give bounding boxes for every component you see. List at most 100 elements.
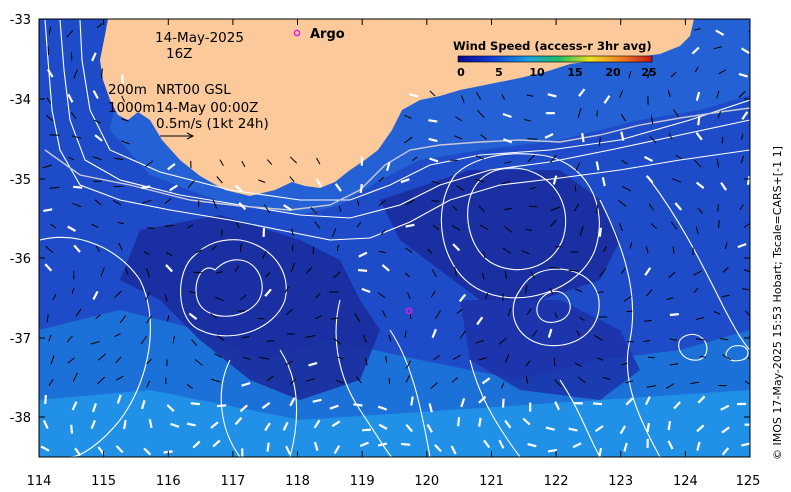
argo-legend-marker <box>293 29 301 37</box>
x-tick-label: 117 <box>220 474 245 489</box>
current-arrow <box>329 404 339 410</box>
current-arrow <box>66 30 74 38</box>
current-arrow <box>737 242 747 249</box>
y-axis-labels: -33 -34 -35 -36 -37 -38 <box>10 13 31 426</box>
current-arrow <box>259 356 270 360</box>
current-arrow <box>668 133 673 140</box>
current-arrow <box>216 176 223 184</box>
current-arrow <box>525 375 528 384</box>
current-arrow <box>90 419 96 430</box>
current-arrow <box>113 199 122 206</box>
current-arrow <box>145 292 150 301</box>
current-arrow <box>46 314 49 323</box>
current-arrow <box>697 395 706 404</box>
current-arrow <box>338 205 342 212</box>
contour-eddy-west-outer <box>180 239 287 337</box>
current-arrow <box>451 377 459 383</box>
current-arrow <box>693 270 703 276</box>
current-arrow <box>40 445 50 452</box>
contour-line <box>649 179 750 351</box>
current-arrow <box>377 442 388 447</box>
current-arrow <box>456 308 463 314</box>
current-arrow <box>741 442 750 447</box>
current-arrow <box>738 90 746 98</box>
credit-text: © IMOS 17-May-2025 15:53 Hobart; Tscale=… <box>771 146 784 460</box>
current-arrow <box>603 246 607 253</box>
current-arrow <box>75 308 82 317</box>
argo-label: Argo <box>310 27 345 42</box>
current-arrow <box>331 420 341 428</box>
current-arrow <box>429 157 439 163</box>
current-arrow <box>578 376 586 384</box>
current-arrow <box>286 309 293 315</box>
current-arrow <box>720 404 730 411</box>
current-arrow <box>117 221 124 225</box>
current-arrow <box>697 116 701 126</box>
current-arrow <box>428 403 433 413</box>
contour-line <box>39 236 151 457</box>
southern-light-water <box>39 390 750 457</box>
current-arrow <box>313 441 319 452</box>
y-tick-label: -35 <box>10 173 31 188</box>
current-arrow <box>121 95 126 103</box>
current-arrow <box>215 271 224 274</box>
current-arrow <box>264 422 271 432</box>
current-arrow <box>530 271 536 279</box>
current-arrow <box>239 404 248 413</box>
current-arrow <box>73 69 78 79</box>
hour-label: 16Z <box>166 46 192 62</box>
current-arrow <box>460 95 465 103</box>
current-arrow <box>353 403 363 407</box>
current-arrow <box>699 356 706 358</box>
current-arrow <box>454 266 457 277</box>
current-arrow <box>68 156 75 161</box>
current-arrow <box>310 207 317 214</box>
current-arrow <box>554 379 562 388</box>
contour-eddy-small-outer <box>512 268 600 347</box>
current-arrow <box>649 136 657 144</box>
current-arrow <box>693 287 699 294</box>
current-arrow <box>121 74 124 84</box>
current-arrow <box>305 335 316 338</box>
current-arrow <box>481 377 491 385</box>
current-arrow <box>594 334 603 341</box>
current-arrow <box>172 335 175 344</box>
current-arrow <box>358 251 368 258</box>
current-arrow <box>740 133 744 140</box>
current-arrow <box>407 292 411 300</box>
current-arrow <box>94 119 101 124</box>
current-arrow <box>482 251 486 259</box>
current-arrow <box>46 97 52 104</box>
source-label: NRT00 GSL <box>156 82 231 98</box>
current-arrow <box>100 267 105 277</box>
y-tick-label: -36 <box>10 252 31 267</box>
current-arrow <box>485 292 488 300</box>
current-arrow <box>282 421 289 431</box>
current-arrow <box>744 380 750 385</box>
current-arrow <box>50 223 57 229</box>
current-arrow <box>524 119 531 122</box>
current-arrow <box>217 404 227 408</box>
deep-core-south <box>460 300 640 400</box>
y-tick-label: -34 <box>10 93 31 108</box>
current-arrow <box>431 328 437 339</box>
depth-1000-label: 1000m <box>108 100 156 116</box>
current-arrow <box>313 419 321 429</box>
current-arrow <box>545 426 555 431</box>
current-arrow <box>100 68 103 79</box>
current-arrow <box>739 204 744 210</box>
current-arrow <box>527 138 538 140</box>
current-arrow <box>192 440 201 449</box>
current-arrow <box>94 199 102 206</box>
current-arrow <box>359 441 369 448</box>
current-arrow <box>48 334 52 342</box>
current-arrow <box>504 207 512 211</box>
current-arrow <box>695 226 699 234</box>
current-arrow <box>554 312 558 319</box>
current-arrow <box>97 353 106 361</box>
current-arrow <box>717 111 722 119</box>
current-arrow <box>241 336 250 339</box>
current-arrow <box>670 221 678 230</box>
current-arrow <box>629 241 633 249</box>
